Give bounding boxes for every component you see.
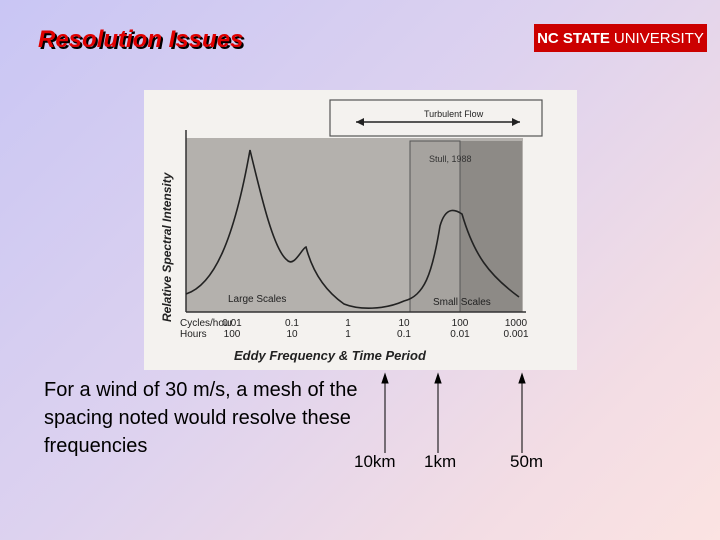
tick-label-freq: 100: [452, 318, 469, 329]
logo-rest-text: UNIVERSITY: [613, 29, 704, 47]
tick-label-freq: 0.1: [285, 318, 299, 329]
tick-label-period: 1: [345, 329, 351, 340]
caption-text: For a wind of 30 m/s, a mesh of the spac…: [44, 379, 358, 457]
marker-label-1km: 1km: [424, 452, 457, 471]
tick-label-period: 10: [286, 329, 298, 340]
y-axis-label: Relative Spectral Intensity: [160, 171, 174, 322]
tick-label-freq: 0.01: [222, 318, 242, 329]
spectrum-figure: Turbulent Flow Stull, 1988 Relative Spec…: [144, 90, 577, 370]
tick-label-freq: 1000: [505, 318, 528, 329]
small-scales-label: Small Scales: [433, 297, 491, 308]
row-label-hours: Hours: [180, 329, 207, 340]
large-scales-label: Large Scales: [228, 294, 286, 305]
marker-label-50m: 50m: [510, 452, 544, 471]
tick-label-freq: 1: [345, 318, 351, 329]
spectrum-scan-image: Turbulent Flow Stull, 1988 Relative Spec…: [144, 90, 577, 370]
tick-label-period: 0.1: [397, 329, 411, 340]
marker-label-10km: 10km: [354, 452, 396, 471]
tick-label-period: 100: [224, 329, 241, 340]
logo-bold-text: NC STATE: [537, 29, 610, 47]
x-axis-label: Eddy Frequency & Time Period: [234, 348, 427, 363]
citation-label: Stull, 1988: [429, 154, 472, 164]
turbulent-flow-label: Turbulent Flow: [424, 109, 484, 119]
tick-label-period: 0.001: [503, 329, 528, 340]
university-logo: NC STATE UNIVERSITY: [534, 24, 707, 52]
tick-label-freq: 10: [398, 318, 410, 329]
row-label-cycles: Cycles/hour: [180, 318, 233, 329]
turbulent-flow-box: [329, 99, 543, 137]
spectrum-curve: [185, 149, 520, 309]
tick-label-period: 0.01: [450, 329, 470, 340]
slide-title: Resolution Issues: [38, 26, 244, 53]
